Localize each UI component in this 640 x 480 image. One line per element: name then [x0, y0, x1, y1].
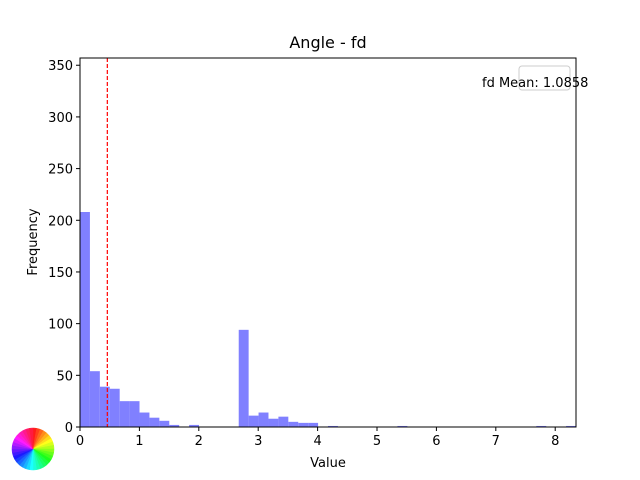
y-axis: 0 50 100 150 200 250 300 350 [48, 59, 80, 436]
y-tick-label: 200 [48, 214, 73, 229]
y-tick-label: 250 [48, 163, 73, 178]
x-tick-label: 4 [313, 434, 321, 449]
histogram-bar [80, 212, 90, 427]
histogram-bar [169, 424, 180, 427]
histogram-bar [149, 417, 160, 427]
plot-frame [79, 57, 577, 428]
histogram-bar [99, 386, 110, 427]
histogram-bar [268, 418, 279, 427]
y-tick-label: 50 [56, 369, 73, 384]
histogram-bar [258, 412, 269, 427]
histogram-bar [288, 421, 299, 427]
x-tick-label: 2 [195, 434, 203, 449]
y-axis-label: Frequency [26, 208, 41, 275]
x-tick-label: 0 [76, 434, 84, 449]
y-tick-label: 0 [65, 421, 73, 436]
x-tick-label: 5 [373, 434, 381, 449]
y-tick-label: 150 [48, 266, 73, 281]
histogram-bar [328, 425, 338, 427]
histogram-bar [139, 412, 150, 427]
histogram-bar [536, 425, 547, 427]
legend-label: fd Mean: 1.0858 [482, 76, 588, 91]
histogram-bar [119, 401, 130, 427]
color-wheel-segment [29, 427, 34, 450]
histogram-bar [278, 416, 289, 427]
legend-box [518, 65, 571, 91]
histogram-bars [80, 212, 576, 427]
x-tick-label: 6 [432, 434, 440, 449]
histogram-bar [566, 425, 576, 427]
x-tick-label: 1 [135, 434, 143, 449]
legend: fd Mean: 1.0858 [482, 65, 588, 91]
color-wheel-icon [11, 427, 55, 471]
x-axis: 0 1 2 3 4 5 6 7 8 [76, 427, 559, 449]
histogram-bar [248, 415, 259, 427]
x-tick-label: 7 [492, 434, 500, 449]
histogram-bar [397, 425, 408, 427]
x-tick-label: 8 [551, 434, 559, 449]
x-tick-label: 3 [254, 434, 262, 449]
histogram-bar [89, 371, 100, 427]
y-tick-label: 300 [48, 111, 73, 126]
histogram-bar [308, 422, 319, 427]
y-tick-label: 100 [48, 318, 73, 333]
x-axis-label: Value [310, 456, 346, 471]
histogram-bar [109, 388, 120, 427]
histogram-bar [298, 422, 309, 427]
chart-title: Angle - fd [289, 33, 366, 52]
y-tick-label: 350 [48, 59, 73, 74]
histogram-bar [159, 420, 170, 427]
histogram-bar [129, 401, 140, 427]
histogram-bar [189, 424, 200, 427]
histogram-bar [238, 329, 249, 427]
